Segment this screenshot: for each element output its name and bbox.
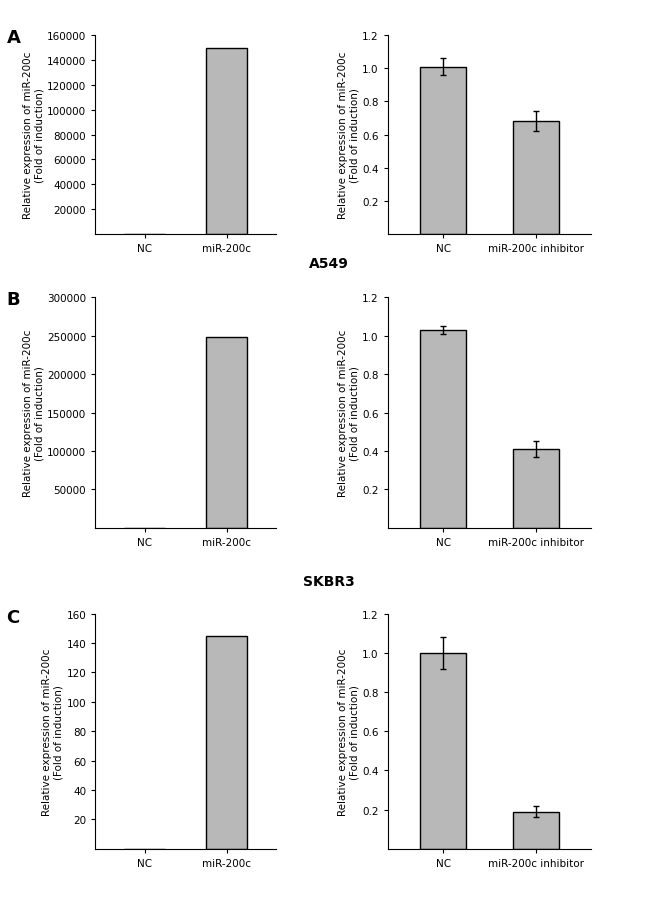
Text: A: A bbox=[7, 29, 20, 47]
Y-axis label: Relative expression of miR-200c
(Fold of induction): Relative expression of miR-200c (Fold of… bbox=[42, 647, 64, 815]
Text: B: B bbox=[7, 291, 20, 309]
Bar bbox=[206, 636, 247, 849]
Bar bbox=[512, 812, 559, 849]
Y-axis label: Relative expression of miR-200c
(Fold of induction): Relative expression of miR-200c (Fold of… bbox=[338, 330, 359, 497]
Bar bbox=[206, 49, 247, 235]
Y-axis label: Relative expression of miR-200c
(Fold of induction): Relative expression of miR-200c (Fold of… bbox=[338, 647, 359, 815]
Bar bbox=[420, 68, 466, 235]
Y-axis label: Relative expression of miR-200c
(Fold of induction): Relative expression of miR-200c (Fold of… bbox=[22, 330, 44, 497]
Bar bbox=[420, 330, 466, 528]
Text: C: C bbox=[7, 609, 20, 627]
Y-axis label: Relative expression of miR-200c
(Fold of induction): Relative expression of miR-200c (Fold of… bbox=[338, 51, 359, 219]
Bar bbox=[512, 450, 559, 528]
Bar bbox=[420, 653, 466, 849]
Text: A549: A549 bbox=[309, 257, 348, 271]
Y-axis label: Relative expression of miR-200c
(Fold of induction): Relative expression of miR-200c (Fold of… bbox=[22, 51, 44, 219]
Bar bbox=[512, 122, 559, 235]
Text: SKBR3: SKBR3 bbox=[303, 575, 354, 589]
Bar bbox=[206, 338, 247, 528]
